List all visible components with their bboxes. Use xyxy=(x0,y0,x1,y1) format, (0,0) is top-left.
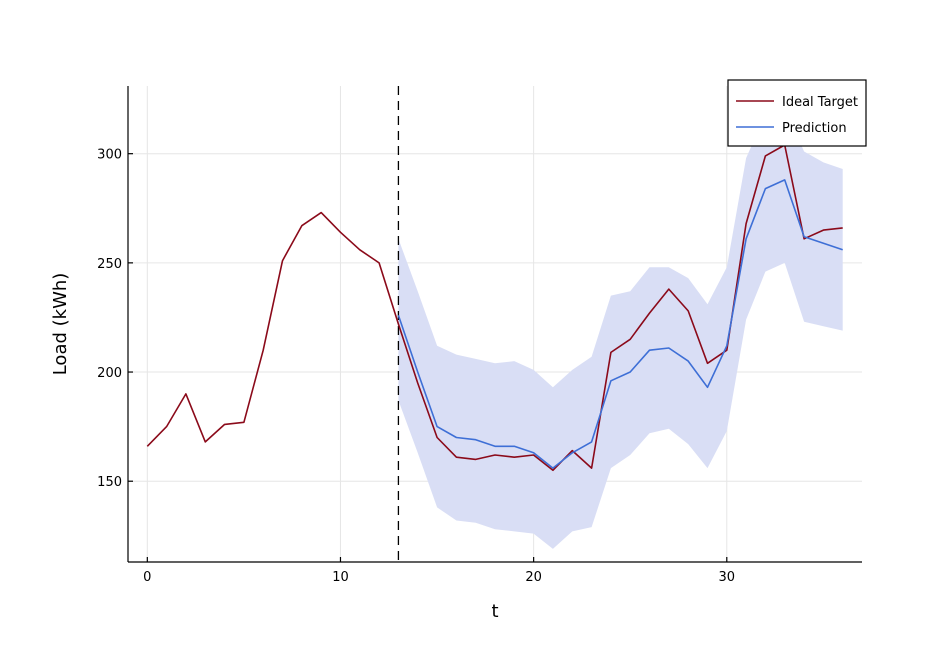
prediction-confidence-band xyxy=(398,107,843,549)
tick-labels: 0 10 20 30 150 200 250 300 xyxy=(97,148,735,585)
legend-label: Ideal Target xyxy=(782,95,858,110)
y-tick-label: 300 xyxy=(97,148,122,163)
ideal-target-line xyxy=(146,144,843,472)
legend-label: Prediction xyxy=(782,121,847,136)
y-tick-label: 150 xyxy=(97,475,122,490)
y-tick-label: 200 xyxy=(97,366,122,381)
x-tick-label: 20 xyxy=(525,570,542,585)
x-tick-label: 0 xyxy=(143,570,151,585)
prediction-line xyxy=(397,179,843,469)
x-tick-label: 10 xyxy=(332,570,349,585)
x-axis-label: t xyxy=(491,601,498,622)
legend: Ideal Target Prediction xyxy=(727,79,867,147)
axes xyxy=(127,86,862,563)
series-layer xyxy=(146,86,843,562)
y-tick-label: 250 xyxy=(97,257,122,272)
x-tick-label: 30 xyxy=(719,570,736,585)
confidence-band-layer xyxy=(398,107,843,549)
legend-box xyxy=(727,79,867,147)
y-axis-label: Load (kWh) xyxy=(50,273,71,376)
